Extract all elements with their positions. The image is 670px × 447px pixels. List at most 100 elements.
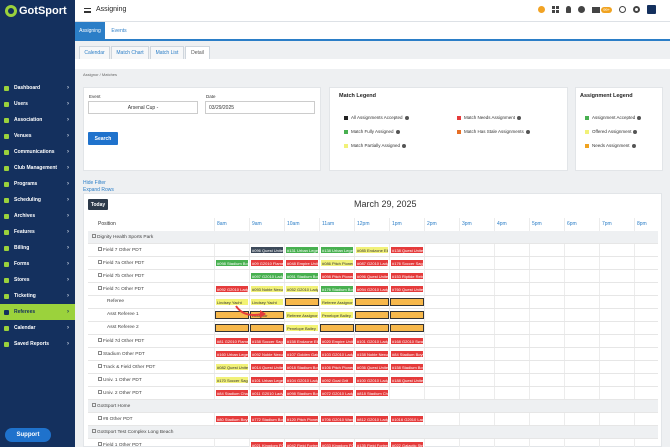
match-block[interactable]: #812 G2010 Lady — [355, 415, 389, 423]
info-icon[interactable] — [395, 129, 400, 134]
avatar[interactable] — [647, 5, 656, 14]
match-block[interactable]: #101 Urban Legends — [250, 376, 284, 384]
field-row-label[interactable]: Univ. 2 Other PDT — [98, 390, 142, 396]
expand-toggle-icon[interactable] — [98, 416, 102, 420]
match-block[interactable]: Lindsey Yacht — [215, 298, 249, 306]
match-block[interactable]: #818 Stadium Chargers — [355, 389, 389, 397]
match-block[interactable]: #092 G2010 Lady — [215, 285, 249, 293]
info-icon[interactable] — [637, 115, 642, 120]
match-block[interactable]: #085 Endzone Elite — [355, 246, 389, 254]
match-block[interactable]: #138 Urban Legends — [320, 246, 354, 254]
match-block[interactable] — [390, 324, 424, 332]
match-block[interactable]: #80 Stadium Boys — [215, 415, 249, 423]
expand-toggle-icon[interactable] — [92, 403, 96, 407]
match-block[interactable]: #098 Stadium Boys — [285, 389, 319, 397]
match-block[interactable]: #131 Urban Legends — [285, 246, 319, 254]
tab-events[interactable]: Events — [111, 27, 127, 34]
tab-detail[interactable]: Detail — [185, 46, 210, 59]
sidebar-item-programs[interactable]: Programs › — [0, 176, 75, 192]
match-block[interactable]: #051 Stadium Boys — [285, 272, 319, 280]
field-row-label[interactable]: Field 7 Other PDT — [98, 247, 142, 253]
match-block[interactable]: #1016 G2010 Lady — [390, 415, 424, 423]
field-row-label[interactable]: Field 7d Other PDT — [98, 338, 144, 344]
field-row-label[interactable]: Field 1 Other PDT — [98, 442, 142, 447]
match-block[interactable]: #033 Kingdom FC — [320, 441, 354, 447]
sidebar-item-users[interactable]: Users › — [0, 96, 75, 112]
tab-match-list[interactable]: Match List — [150, 46, 184, 59]
venue-group-label[interactable]: Dignity Health Sports Park — [92, 234, 153, 240]
venue-group-label[interactable]: GotSport Test Complex Long Beach — [92, 429, 173, 435]
tab-match-chart[interactable]: Match Chart — [111, 46, 149, 59]
field-row-label[interactable]: #8 Other PDT — [98, 416, 133, 422]
match-block[interactable]: Referee Assignor — [320, 298, 354, 306]
match-block[interactable]: #168 G2010 Swan — [390, 337, 424, 345]
info-icon[interactable] — [402, 143, 407, 148]
expand-toggle-icon[interactable] — [98, 442, 102, 446]
match-block[interactable]: Penelope Bailey — [320, 311, 354, 319]
support-button[interactable]: Support — [5, 428, 51, 442]
match-block[interactable] — [215, 324, 249, 332]
match-block[interactable]: #84 Stadium Boys — [390, 350, 424, 358]
match-block[interactable]: #107 Golden Gate — [285, 350, 319, 358]
chat-icon[interactable] — [619, 6, 626, 13]
sidebar-item-venues[interactable]: Venues › — [0, 128, 75, 144]
expand-toggle-icon[interactable] — [92, 234, 96, 238]
venue-group-label[interactable]: GotSport Home — [92, 403, 130, 409]
match-block[interactable] — [355, 324, 389, 332]
info-icon[interactable] — [404, 115, 409, 120]
match-block[interactable]: #098 Stadium Boys — [215, 259, 249, 267]
event-select[interactable]: Arsenal Cup - — [88, 101, 198, 114]
match-block[interactable]: #760 Quest United — [390, 285, 424, 293]
match-block[interactable]: #092 Goal Grit — [320, 376, 354, 384]
match-block[interactable]: Referee Assignor — [285, 311, 319, 319]
match-block[interactable]: #014 Quest United — [250, 363, 284, 371]
match-block[interactable]: #100 G2010 Lady — [355, 376, 389, 384]
hamburger-menu-icon[interactable] — [84, 8, 91, 13]
match-block[interactable]: #158 Soccer Saga — [250, 337, 284, 345]
match-block[interactable]: #097 G2010 Lady — [250, 272, 284, 280]
match-block[interactable]: #096 Quest United — [355, 272, 389, 280]
mail-icon[interactable] — [592, 6, 601, 13]
sidebar-item-ticketing[interactable]: Ticketing › — [0, 288, 75, 304]
hide-filter-link[interactable]: Hide Filter — [83, 180, 106, 186]
match-block[interactable]: #087 G2010 Lady — [355, 259, 389, 267]
user-icon[interactable] — [578, 6, 586, 13]
match-block[interactable]: #158 Stadium Boys — [390, 363, 424, 371]
match-block[interactable] — [390, 311, 424, 319]
match-block[interactable]: #042 Field Fortress — [285, 441, 319, 447]
match-block[interactable]: #176 Soccer Saga — [390, 259, 424, 267]
gotsport-logo[interactable]: GotSport — [0, 0, 75, 22]
match-block[interactable]: #170 Soccer Saga — [215, 376, 249, 384]
expand-toggle-icon[interactable] — [98, 377, 102, 381]
match-block[interactable]: #84 Stadium Chargers — [215, 389, 249, 397]
sidebar-item-club-management[interactable]: Club Management › — [0, 160, 75, 176]
field-row-label[interactable]: Field 7a Other PDT — [98, 260, 144, 266]
match-block[interactable]: #188 Quest United — [390, 376, 424, 384]
info-icon[interactable] — [525, 129, 530, 134]
match-block[interactable]: #021 Kingdom FC — [250, 441, 284, 447]
field-row-label[interactable]: Field 7c Other PDT — [98, 286, 144, 292]
today-button[interactable]: Today — [88, 199, 108, 210]
match-block[interactable]: #176 Stadium Boys — [320, 285, 354, 293]
info-icon[interactable] — [631, 143, 636, 148]
match-block[interactable] — [250, 324, 284, 332]
tab-calendar[interactable]: Calendar — [79, 46, 110, 59]
field-row-label[interactable]: Univ. 1 Other PDT — [98, 377, 142, 383]
match-block[interactable]: #158 Endzone Elite — [285, 337, 319, 345]
match-block[interactable]: #158 Noble Nexus — [355, 350, 389, 358]
match-block[interactable]: #153 Riptide Rebels — [390, 272, 424, 280]
match-block[interactable]: #052 G2010 Lady — [285, 285, 319, 293]
sidebar-item-forms[interactable]: Forms › — [0, 256, 75, 272]
match-block[interactable]: #160 Urban Legends — [215, 350, 249, 358]
sidebar-item-archives[interactable]: Archives › — [0, 208, 75, 224]
match-block[interactable]: #036 Quest United — [355, 363, 389, 371]
match-block[interactable] — [355, 311, 389, 319]
sidebar-item-stores[interactable]: Stores › — [0, 272, 75, 288]
match-block[interactable]: #104 G2010 Lady — [285, 376, 319, 384]
expand-toggle-icon[interactable] — [92, 429, 96, 433]
match-block[interactable]: #096 Quest United — [250, 246, 284, 254]
match-block[interactable]: #092 Noble Nexus — [250, 350, 284, 358]
info-icon[interactable] — [517, 115, 522, 120]
expand-toggle-icon[interactable] — [98, 247, 102, 251]
info-icon[interactable] — [633, 129, 638, 134]
